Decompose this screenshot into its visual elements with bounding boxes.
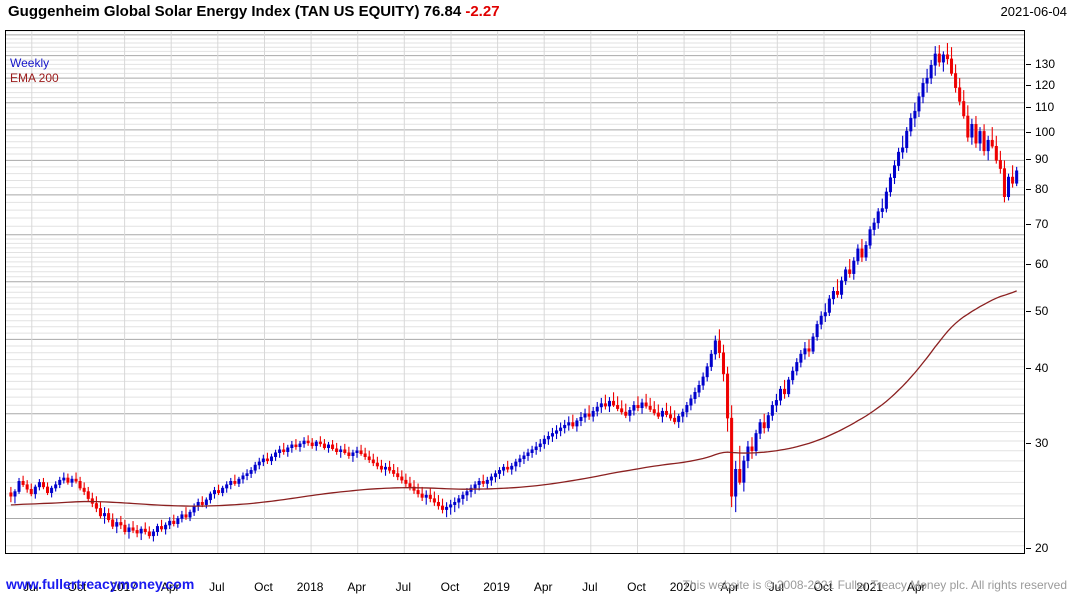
x-axis-label: Jul — [768, 580, 784, 594]
x-axis: Jul Oct 2017 Apr Jul Oct 2018 Apr Jul Oct 2019 Apr J… — [0, 580, 1075, 600]
website-link[interactable]: www.fullertreacymoney.com — [6, 576, 195, 592]
x-axis-label: Jul — [582, 580, 598, 594]
y-axis-tick — [1026, 547, 1031, 549]
x-axis-label: Oct — [254, 580, 273, 594]
y-axis-tick — [1026, 158, 1031, 160]
y-axis-label: 100 — [1035, 124, 1056, 139]
y-axis-label: 110 — [1035, 100, 1055, 115]
x-axis-label: Oct — [67, 580, 87, 594]
x-axis-label: Jul — [209, 580, 225, 594]
x-axis-label: Apr — [533, 580, 553, 594]
y-axis-label: 40 — [1035, 361, 1049, 376]
page-title: Guggenheim Global Solar Energy Index (TA… — [8, 3, 500, 20]
y-axis-label: 80 — [1035, 182, 1049, 197]
y-axis-label: 130 — [1035, 56, 1056, 71]
x-axis-label: Oct — [440, 580, 460, 594]
price-change: -2.27 — [465, 3, 500, 20]
y-axis-tick — [1026, 131, 1031, 133]
y-axis: 20 30 40 50 60 70 80 90 100 110 120 130 — [1026, 56, 1075, 580]
y-axis-tick — [1026, 368, 1031, 370]
last-price: 76.84 — [423, 3, 462, 20]
y-axis-label: 20 — [1035, 540, 1049, 555]
x-axis-label: Jul — [395, 580, 411, 594]
chart-footer: www.fullertreacymoney.com This website i… — [0, 576, 1075, 600]
x-axis-label: Apr — [906, 580, 926, 594]
y-axis-tick — [1026, 189, 1031, 191]
y-axis-label: 50 — [1035, 303, 1049, 318]
y-axis-label: 90 — [1035, 151, 1049, 166]
x-axis-label: Apr — [347, 580, 367, 594]
x-axis-label: 2020 — [669, 580, 697, 594]
chart-container: Weekly EMA 200 20 30 40 50 60 70 80 90 100 110 120… — [0, 26, 1075, 594]
y-axis-tick — [1026, 84, 1031, 86]
x-axis-label: 2017 — [110, 580, 137, 594]
y-axis-tick — [1026, 442, 1031, 444]
x-axis-label: Oct — [813, 580, 833, 594]
instrument-name: Guggenheim Global Solar Energy Index (TA… — [8, 3, 420, 20]
y-axis-tick — [1026, 263, 1031, 265]
copyright-notice: This website is © 2008-2021 Fuller Treac… — [682, 578, 1067, 592]
y-axis-tick — [1026, 310, 1031, 312]
x-axis-label: Apr — [160, 580, 180, 594]
y-axis-tick — [1026, 107, 1031, 109]
x-axis-label: 2018 — [296, 580, 324, 594]
y-axis-tick — [1026, 223, 1031, 225]
y-axis-tick — [1026, 63, 1031, 65]
y-axis-label: 30 — [1035, 435, 1049, 450]
price-plot-area[interactable] — [5, 30, 1025, 554]
chart-date: 2021-06-04 — [1000, 4, 1068, 19]
x-axis-label: Apr — [720, 580, 740, 594]
y-axis-label: 60 — [1035, 256, 1049, 271]
chart-header: Guggenheim Global Solar Energy Index (TA… — [0, 0, 1075, 26]
y-axis-label: 70 — [1035, 216, 1049, 231]
candlestick-svg — [6, 31, 1024, 553]
x-axis-label: 2019 — [483, 580, 510, 594]
x-axis-label: Jul — [23, 580, 39, 594]
x-axis-label: Oct — [627, 580, 646, 594]
y-axis-label: 120 — [1035, 77, 1056, 92]
x-axis-label: 2021 — [856, 580, 883, 594]
